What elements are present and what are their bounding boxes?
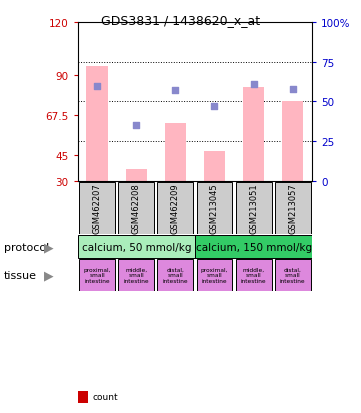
FancyBboxPatch shape xyxy=(118,182,154,234)
Text: calcium, 150 mmol/kg: calcium, 150 mmol/kg xyxy=(196,242,312,252)
FancyBboxPatch shape xyxy=(195,235,312,259)
Point xyxy=(133,123,139,129)
Text: ▶: ▶ xyxy=(44,269,53,282)
Point xyxy=(290,86,296,93)
FancyBboxPatch shape xyxy=(79,260,115,291)
Bar xyxy=(204,152,225,182)
Point xyxy=(212,104,217,110)
FancyBboxPatch shape xyxy=(275,182,311,234)
FancyBboxPatch shape xyxy=(118,260,154,291)
FancyBboxPatch shape xyxy=(275,260,311,291)
Text: distal,
small
intestine: distal, small intestine xyxy=(162,267,188,284)
Point xyxy=(173,88,178,94)
FancyBboxPatch shape xyxy=(196,182,232,234)
Text: GSM213045: GSM213045 xyxy=(210,183,219,233)
Text: proximal,
small
intestine: proximal, small intestine xyxy=(83,267,111,284)
Point xyxy=(94,83,100,90)
Point xyxy=(251,81,256,88)
FancyBboxPatch shape xyxy=(79,182,115,234)
FancyBboxPatch shape xyxy=(157,260,193,291)
Text: tissue: tissue xyxy=(4,270,36,280)
Bar xyxy=(165,123,186,182)
Bar xyxy=(126,169,147,182)
Text: count: count xyxy=(93,392,118,401)
FancyBboxPatch shape xyxy=(236,260,271,291)
Text: distal,
small
intestine: distal, small intestine xyxy=(280,267,305,284)
Text: GSM462207: GSM462207 xyxy=(93,183,102,233)
Text: proximal,
small
intestine: proximal, small intestine xyxy=(201,267,228,284)
Text: calcium, 50 mmol/kg: calcium, 50 mmol/kg xyxy=(82,242,191,252)
Bar xyxy=(243,88,264,182)
Text: GSM213051: GSM213051 xyxy=(249,183,258,233)
Bar xyxy=(86,67,108,182)
Text: middle,
small
intestine: middle, small intestine xyxy=(241,267,266,284)
Text: protocol: protocol xyxy=(4,242,49,252)
Text: GSM213057: GSM213057 xyxy=(288,183,297,233)
Text: GSM462209: GSM462209 xyxy=(171,183,180,233)
FancyBboxPatch shape xyxy=(78,235,195,259)
Bar xyxy=(282,102,304,182)
Text: GDS3831 / 1438620_x_at: GDS3831 / 1438620_x_at xyxy=(101,14,260,27)
Text: GSM462208: GSM462208 xyxy=(132,183,141,233)
Text: ▶: ▶ xyxy=(44,240,53,254)
FancyBboxPatch shape xyxy=(236,182,271,234)
Text: middle,
small
intestine: middle, small intestine xyxy=(123,267,149,284)
FancyBboxPatch shape xyxy=(157,182,193,234)
FancyBboxPatch shape xyxy=(196,260,232,291)
